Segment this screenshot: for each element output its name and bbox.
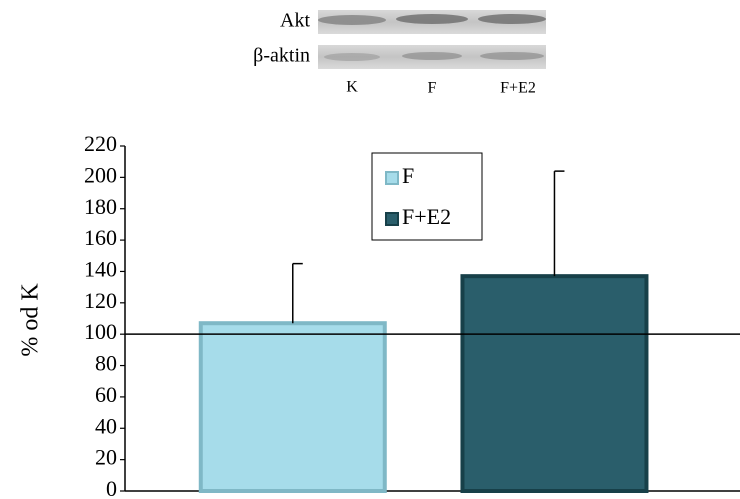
blot-row-label: Akt [280, 10, 310, 32]
y-tick-label: 60 [95, 382, 117, 407]
blot-lane-label: F+E2 [500, 80, 536, 97]
legend-swatch [385, 171, 399, 185]
y-tick-label: 180 [84, 194, 117, 219]
y-tick-label: 220 [84, 131, 117, 156]
blot-lane-label: F [428, 80, 437, 97]
blot-image [318, 10, 546, 69]
y-tick-label: 40 [95, 413, 117, 438]
legend-label: F+E2 [402, 204, 451, 229]
y-tick-label: 100 [84, 319, 117, 344]
y-tick-label: 140 [84, 257, 117, 282]
y-tick-label: 20 [95, 445, 117, 470]
legend-swatch [385, 212, 399, 226]
bar [198, 321, 387, 494]
error-bar [553, 170, 565, 277]
y-tick-label: 0 [106, 476, 117, 499]
blot-lane-label: K [346, 79, 358, 96]
bar [460, 274, 649, 493]
y-tick-label: 80 [95, 351, 117, 376]
legend-label: F [402, 163, 414, 188]
y-tick-label: 160 [84, 225, 117, 250]
blot-row-label: β-aktin [253, 45, 310, 67]
y-tick-label: 200 [84, 162, 117, 187]
error-bar [292, 262, 303, 324]
y-axis-label: % od K [18, 283, 44, 357]
y-tick-label: 120 [84, 288, 117, 313]
